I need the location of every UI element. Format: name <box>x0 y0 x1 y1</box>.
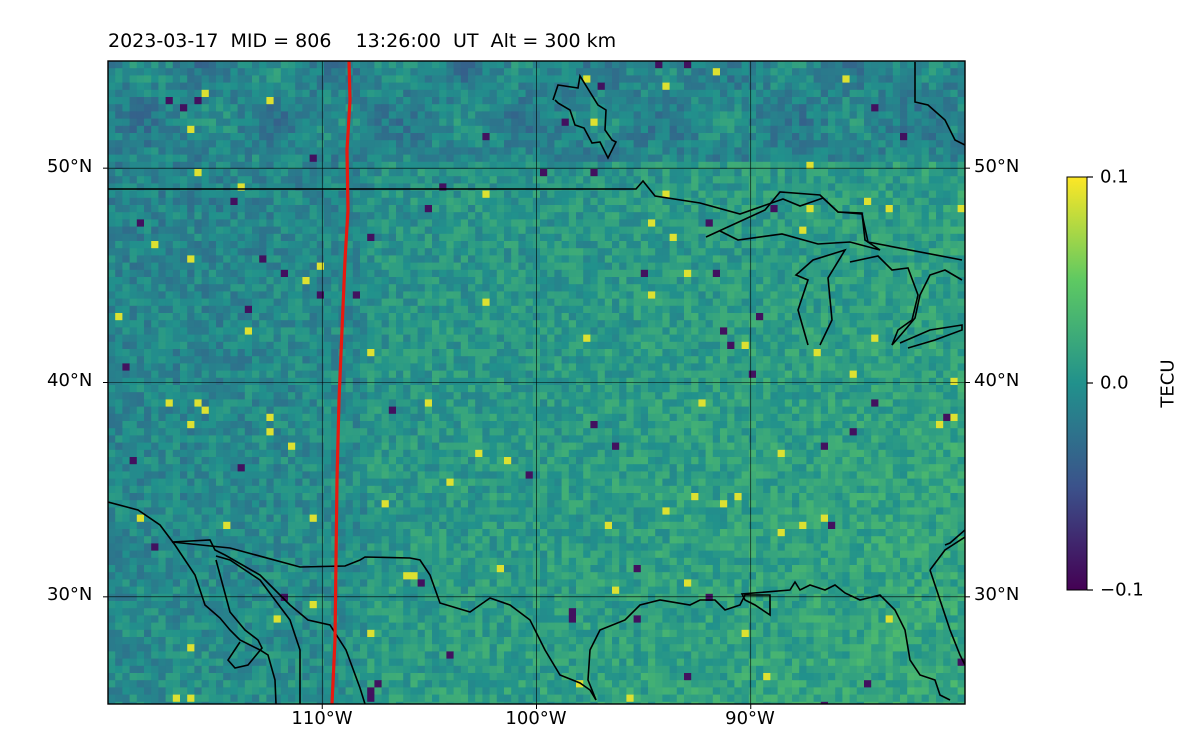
title-alt: Alt = 300 km <box>490 30 617 52</box>
colorbar-title: TECU <box>1157 359 1179 408</box>
tec-raster <box>108 61 965 704</box>
us-mexico-border <box>171 541 597 701</box>
colorbar-label-max: 0.1 <box>1100 166 1129 188</box>
map-frame <box>107 60 966 705</box>
terminator-line <box>330 60 352 705</box>
lat-label-40-left: 40°N <box>47 370 93 391</box>
lake-michigan <box>794 248 847 346</box>
lon-label-90w: 90°W <box>725 708 775 729</box>
colorbar-label-min: −0.1 <box>1100 579 1144 601</box>
hudson-bay-coast <box>552 73 618 160</box>
lon-label-110w: 110°W <box>291 708 353 729</box>
lake-erie <box>899 324 963 349</box>
title-date: 2023-03-17 <box>108 30 219 52</box>
title-mid: MID = 806 <box>230 30 332 52</box>
gulf-of-california <box>171 539 366 704</box>
colorbar <box>1066 176 1088 591</box>
lat-label-30-left: 30°N <box>47 584 93 605</box>
lake-huron <box>849 255 963 346</box>
lat-label-50-left: 50°N <box>47 156 93 177</box>
colorbar-label-zero: 0.0 <box>1100 372 1129 394</box>
baja-coast <box>108 501 277 704</box>
gulf-inner-2 <box>215 559 263 669</box>
lat-label-30-right: 30°N <box>974 584 1020 605</box>
title-time: 13:26:00 UT <box>355 30 479 52</box>
florida-coast-2 <box>944 529 965 546</box>
map-title: 2023-03-17 MID = 806 13:26:00 UT Alt = 3… <box>108 30 616 52</box>
james-bay-coast <box>914 62 965 146</box>
lon-label-100w: 100°W <box>505 708 567 729</box>
florida-coast-3 <box>929 569 965 666</box>
lat-label-50-right: 50°N <box>974 156 1020 177</box>
baja-inner <box>215 555 301 704</box>
lat-label-40-right: 40°N <box>974 370 1020 391</box>
graticule <box>103 61 970 709</box>
lake-superior <box>705 191 881 251</box>
florida-coast <box>929 536 965 571</box>
